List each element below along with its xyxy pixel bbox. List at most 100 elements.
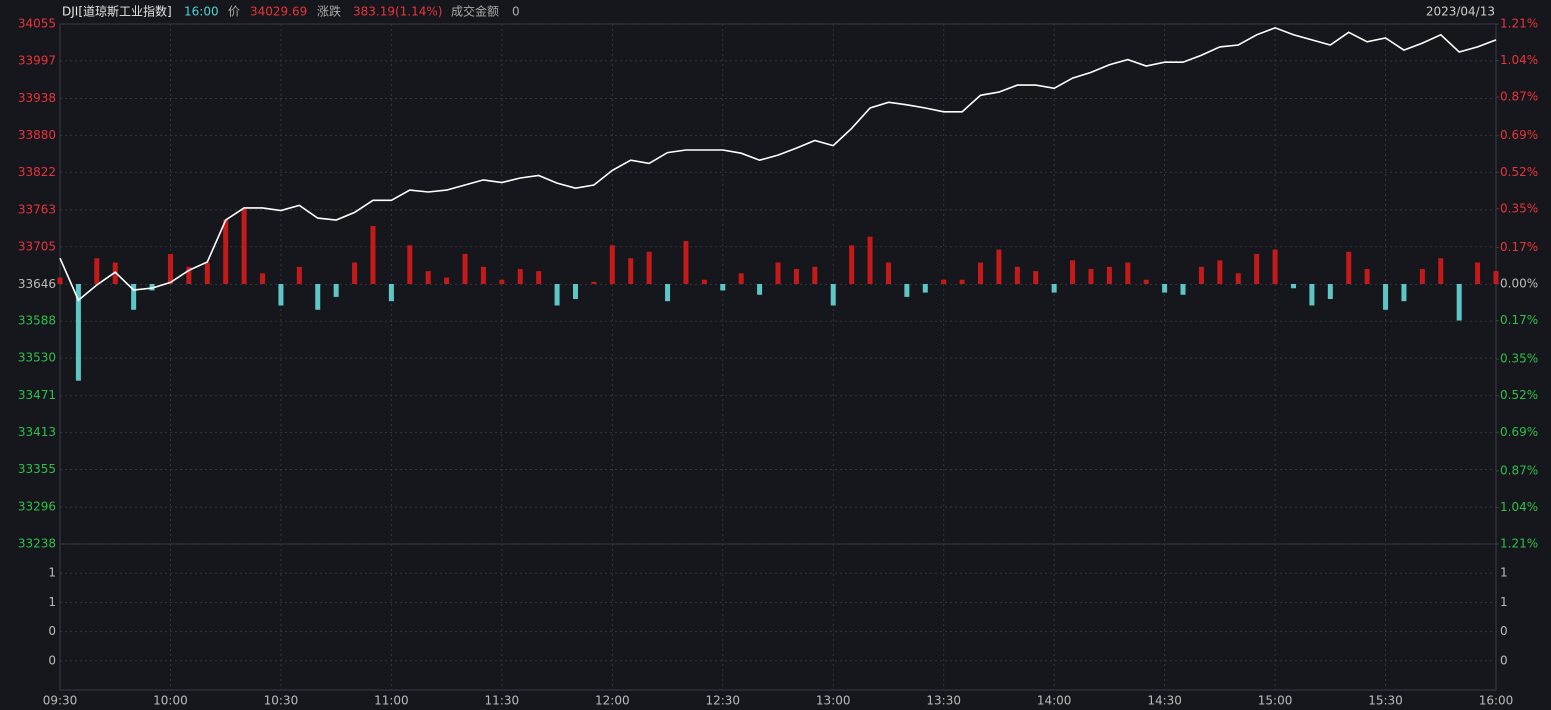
turnover-label: 成交金额: [451, 4, 499, 19]
bar: [830, 284, 836, 306]
bar: [775, 262, 781, 284]
bar: [241, 208, 247, 284]
bar: [757, 284, 763, 295]
bar: [867, 236, 873, 284]
x-tick-label: 11:00: [374, 694, 409, 708]
y2-tick-label: 0.87%: [1500, 90, 1538, 104]
bar: [572, 284, 578, 300]
price: 34029.69: [250, 5, 307, 19]
y-tick-label: 33530: [18, 351, 56, 365]
y2-tick-label: 0.52%: [1500, 388, 1538, 402]
y2-tick-label: 1.04%: [1500, 500, 1538, 514]
bar: [94, 258, 100, 284]
bar: [1383, 284, 1389, 310]
bar: [1180, 284, 1186, 295]
turnover: 0: [512, 5, 520, 19]
x-tick-label: 14:00: [1037, 694, 1072, 708]
bar: [941, 279, 947, 284]
bar: [1493, 271, 1499, 284]
y-tick-label: 33238: [18, 537, 56, 551]
x-tick-label: 11:30: [485, 694, 520, 708]
bar: [720, 284, 726, 291]
volume-tick-label: 1: [48, 595, 56, 609]
y-tick-label: 33763: [18, 202, 56, 216]
x-tick-label: 12:00: [595, 694, 630, 708]
bar: [352, 262, 358, 284]
y2-tick-label: 1.21%: [1500, 537, 1538, 551]
bar: [793, 268, 799, 284]
x-tick-label: 10:00: [153, 694, 188, 708]
x-tick-label: 15:00: [1258, 694, 1293, 708]
y-tick-label: 33938: [18, 91, 56, 105]
chart-title: DJI[道琼斯工业指数]: [62, 4, 172, 19]
bar: [701, 279, 707, 284]
y2-tick-label: 0.69%: [1500, 128, 1538, 142]
bar: [1438, 258, 1444, 284]
bar: [407, 245, 413, 284]
bar: [260, 273, 266, 284]
x-tick-label: 13:00: [816, 694, 851, 708]
x-tick-label: 15:30: [1368, 694, 1403, 708]
bar: [1419, 268, 1425, 284]
volume-tick-label: 1: [1500, 566, 1508, 580]
bar: [57, 277, 63, 284]
y2-tick-label: 0.00%: [1500, 277, 1538, 291]
y2-tick-label: 0.17%: [1500, 313, 1538, 327]
bar: [315, 284, 321, 310]
x-tick-label: 09:30: [43, 694, 78, 708]
y-tick-label: 33705: [18, 239, 56, 253]
bar: [1014, 266, 1020, 284]
y-tick-label: 33880: [18, 128, 56, 142]
bar: [333, 284, 339, 297]
bar: [1401, 284, 1407, 302]
bar: [499, 279, 505, 284]
bar: [1106, 266, 1112, 284]
bar: [1088, 268, 1094, 284]
bar: [462, 253, 468, 284]
bar: [1198, 266, 1204, 284]
bar: [1125, 262, 1131, 284]
y-tick-label: 34055: [18, 17, 56, 31]
bar: [204, 262, 210, 284]
y-tick-label: 33355: [18, 462, 56, 476]
bar: [1346, 251, 1352, 284]
bar: [480, 266, 486, 284]
x-tick-label: 13:30: [926, 694, 961, 708]
date: 2023/04/13: [1426, 5, 1495, 19]
bar: [904, 284, 910, 297]
bar: [186, 266, 192, 284]
volume-tick-label: 0: [1500, 624, 1508, 638]
bar: [75, 284, 81, 381]
plot-frame: [59, 23, 1497, 691]
bar: [149, 284, 155, 291]
bar: [628, 258, 634, 284]
bar: [1051, 284, 1057, 293]
bar: [1475, 262, 1481, 284]
bar: [665, 284, 671, 302]
y2-tick-label: 0.69%: [1500, 425, 1538, 439]
change: 383.19(1.14%): [353, 5, 442, 19]
volume-tick-label: 0: [48, 653, 56, 667]
bar: [517, 268, 523, 284]
x-tick-label: 16:00: [1479, 694, 1514, 708]
y2-tick-label: 1.04%: [1500, 53, 1538, 67]
bar: [738, 273, 744, 284]
bar: [1235, 273, 1241, 284]
y-tick-label: 33413: [18, 425, 56, 439]
y2-tick-label: 0.35%: [1500, 352, 1538, 366]
bar: [444, 277, 450, 284]
volume-tick-label: 1: [1500, 595, 1508, 609]
bar: [278, 284, 284, 306]
time: 16:00: [184, 5, 219, 19]
bar: [388, 284, 394, 302]
volume-tick-label: 1: [48, 566, 56, 580]
bar: [683, 241, 689, 284]
bar: [1254, 253, 1260, 284]
bar: [536, 271, 542, 284]
bar: [922, 284, 928, 293]
x-tick-label: 10:30: [264, 694, 299, 708]
y-tick-label: 33588: [18, 314, 56, 328]
change-label: 涨跌: [317, 4, 341, 19]
y-tick-label: 33296: [18, 500, 56, 514]
